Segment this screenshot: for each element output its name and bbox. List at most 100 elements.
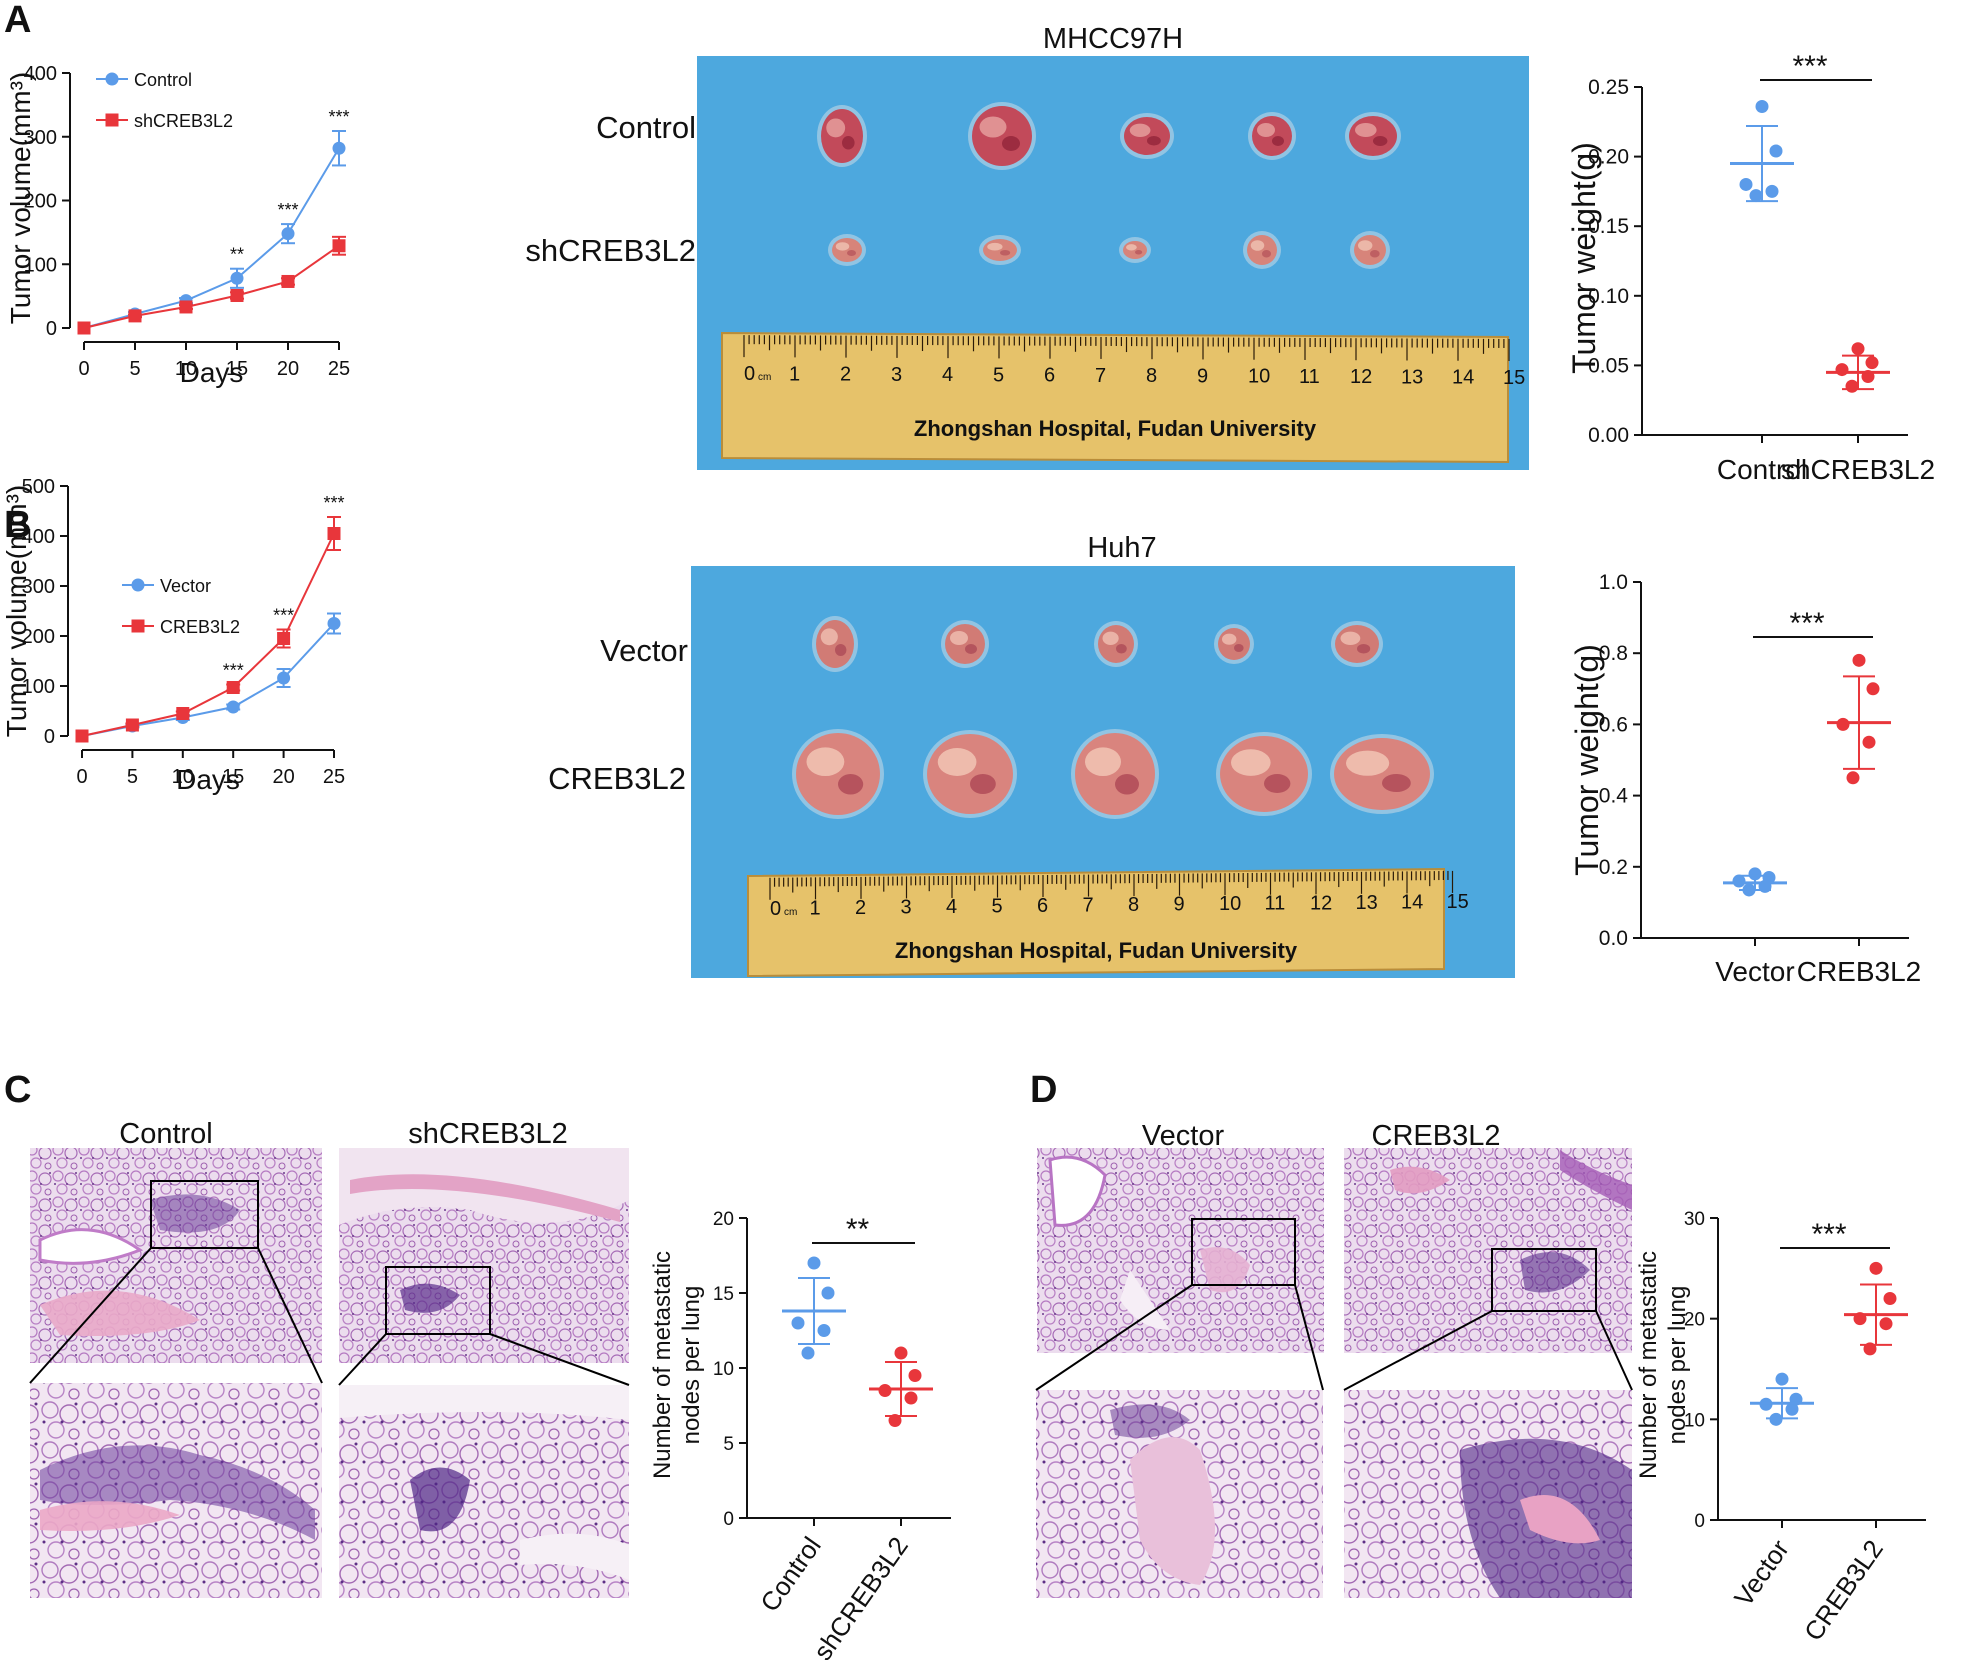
y-tick-label: 0.15 <box>1588 215 1629 238</box>
data-point-shCREB3L2 <box>1835 363 1849 377</box>
y-axis-title: Tumor volume(mm³) <box>1 485 32 738</box>
data-point-Vector <box>1748 867 1762 881</box>
histology-d-vector-inset-box <box>1191 1218 1296 1286</box>
chart-b-growth: 0 100 200 300 400 500 0 5 10 15 20 25 Days Tumor volu… <box>1 476 345 795</box>
histology-d-creb-high-vessel <box>1520 1495 1600 1544</box>
x-tick-label: 0 <box>76 766 87 788</box>
tumor-shadow <box>1002 136 1020 151</box>
data-point-Vector <box>1785 1402 1799 1416</box>
data-point-shCREB3L2 <box>281 274 295 288</box>
histology-c-col2-label: shCREB3L2 <box>408 1118 568 1150</box>
data-point-Vector <box>327 617 341 630</box>
data-point-Control <box>801 1346 815 1360</box>
significance-label: *** <box>223 661 244 681</box>
tumor-highlight <box>1358 240 1373 251</box>
histology-d-zoom-line <box>1035 1284 1193 1391</box>
tumor-shadow <box>1272 136 1284 146</box>
data-point-Control <box>807 1256 821 1270</box>
tumor-shadow <box>838 774 864 795</box>
x-tick-label: 5 <box>129 358 140 380</box>
ruler-number: 7 <box>1083 895 1094 917</box>
histology-c-control-infiltrate <box>150 1194 240 1233</box>
y-tick-label: 20 <box>1684 1310 1705 1331</box>
x-tick-label: 0 <box>78 358 89 380</box>
data-point-Vector <box>1775 1372 1789 1386</box>
histology-c-col1-label: Control <box>119 1118 213 1150</box>
data-point-CREB3L2 <box>1879 1317 1893 1331</box>
tumor-highlight <box>1257 123 1275 137</box>
ruler-number: 11 <box>1265 893 1286 915</box>
tumor <box>1354 235 1386 265</box>
significance-label: *** <box>1792 50 1827 83</box>
tumor-highlight <box>835 242 850 251</box>
tumor-photo-b: Huh7 Vector CREB3L2 0 cm 1 2 3 4 5 6 7 8 9 10 11 12 13… <box>548 532 1515 978</box>
chart-b-weight: 0.0 0.2 0.4 0.6 0.8 1.0 Tumor weight(g) Vector C… <box>1569 571 1921 987</box>
ruler-inscription: Zhongshan Hospital, Fudan University <box>895 938 1298 963</box>
tumor-shadow <box>1357 644 1371 654</box>
x-category-label: shCREB3L2 <box>1781 454 1935 485</box>
tumor-shadow <box>1262 250 1271 258</box>
ruler-number: 13 <box>1401 366 1423 388</box>
ruler-number: 3 <box>901 896 912 918</box>
tumor-highlight <box>979 116 1007 138</box>
ruler-body <box>721 331 1509 464</box>
data-point-shCREB3L2 <box>1865 356 1879 370</box>
data-point-CREB3L2 <box>125 718 139 732</box>
data-point-CREB3L2 <box>226 681 240 694</box>
significance-label: ** <box>846 1213 870 1246</box>
y-axis-title: Tumor weight(g) <box>1569 644 1605 876</box>
data-point-CREB3L2 <box>327 527 341 540</box>
tumor-shadow <box>1373 136 1388 146</box>
tumor-shadow <box>1264 774 1291 793</box>
tumor-shadow <box>1115 774 1139 795</box>
series-line-Control <box>83 147 340 329</box>
photo-a-row1-label: Control <box>596 110 696 145</box>
y-tick-label: 0.20 <box>1588 146 1629 169</box>
tumor-shadow <box>1000 250 1011 256</box>
histology-d-creb-inset-box <box>1491 1248 1597 1312</box>
data-point-CREB3L2 <box>1852 653 1866 667</box>
chart-c-nodes: 0 5 10 15 20 Number of metastaticnodes per lu… <box>649 1209 951 1660</box>
x-category-label: Vector <box>1728 1534 1795 1612</box>
x-category-label: CREB3L2 <box>1798 1534 1889 1646</box>
histology-d-vector-high-infiltrate <box>1110 1404 1190 1438</box>
data-point-shCREB3L2 <box>77 321 91 335</box>
data-point-Control <box>817 1324 831 1337</box>
y-axis-title: Number of metastaticnodes per lung <box>1635 1251 1691 1479</box>
histology-d-vector-airway <box>1048 1155 1107 1227</box>
histology-d-col1-label: Vector <box>1142 1120 1225 1152</box>
x-category-label: Control <box>754 1531 827 1617</box>
ruler-zero: 0 <box>770 898 781 920</box>
x-tick-label: 20 <box>272 766 294 788</box>
histology-c: Control shCREB3L2 <box>29 1118 630 1598</box>
series-line-shCREB3L2 <box>83 244 340 329</box>
data-point-shCREB3L2 <box>332 239 346 253</box>
legend-label: Vector <box>160 576 211 596</box>
histology-c-shcreb-nodule <box>400 1283 460 1313</box>
y-tick-label: 0.8 <box>1599 642 1628 665</box>
x-tick-label: 15 <box>222 766 244 788</box>
ruler-number: 14 <box>1401 891 1423 913</box>
y-tick-label: 200 <box>22 626 55 648</box>
x-tick-label: 10 <box>175 358 197 380</box>
tumor-highlight <box>826 118 846 138</box>
significance-label: *** <box>277 200 298 220</box>
data-point-Control <box>1739 177 1753 191</box>
histology-c-shcreb-inset-box <box>385 1266 491 1335</box>
data-point-shCREB3L2 <box>894 1346 908 1360</box>
ruler-cm-unit: cm <box>758 372 771 383</box>
data-point-shCREB3L2 <box>1845 379 1859 393</box>
y-tick-label: 0.2 <box>1599 856 1628 879</box>
photo-b-tumors <box>792 616 1434 819</box>
ruler-number: 15 <box>1503 367 1525 389</box>
data-point-shCREB3L2 <box>904 1391 918 1405</box>
panel-label-b: B <box>4 504 31 546</box>
y-tick-label: 5 <box>723 1434 734 1455</box>
ruler-number: 5 <box>993 364 1004 386</box>
y-tick-label: 400 <box>22 526 55 548</box>
photo-a-tumors <box>817 102 1401 269</box>
data-point-shCREB3L2 <box>1851 342 1865 356</box>
series-line-Vector <box>81 622 335 737</box>
data-point-shCREB3L2 <box>230 288 244 302</box>
